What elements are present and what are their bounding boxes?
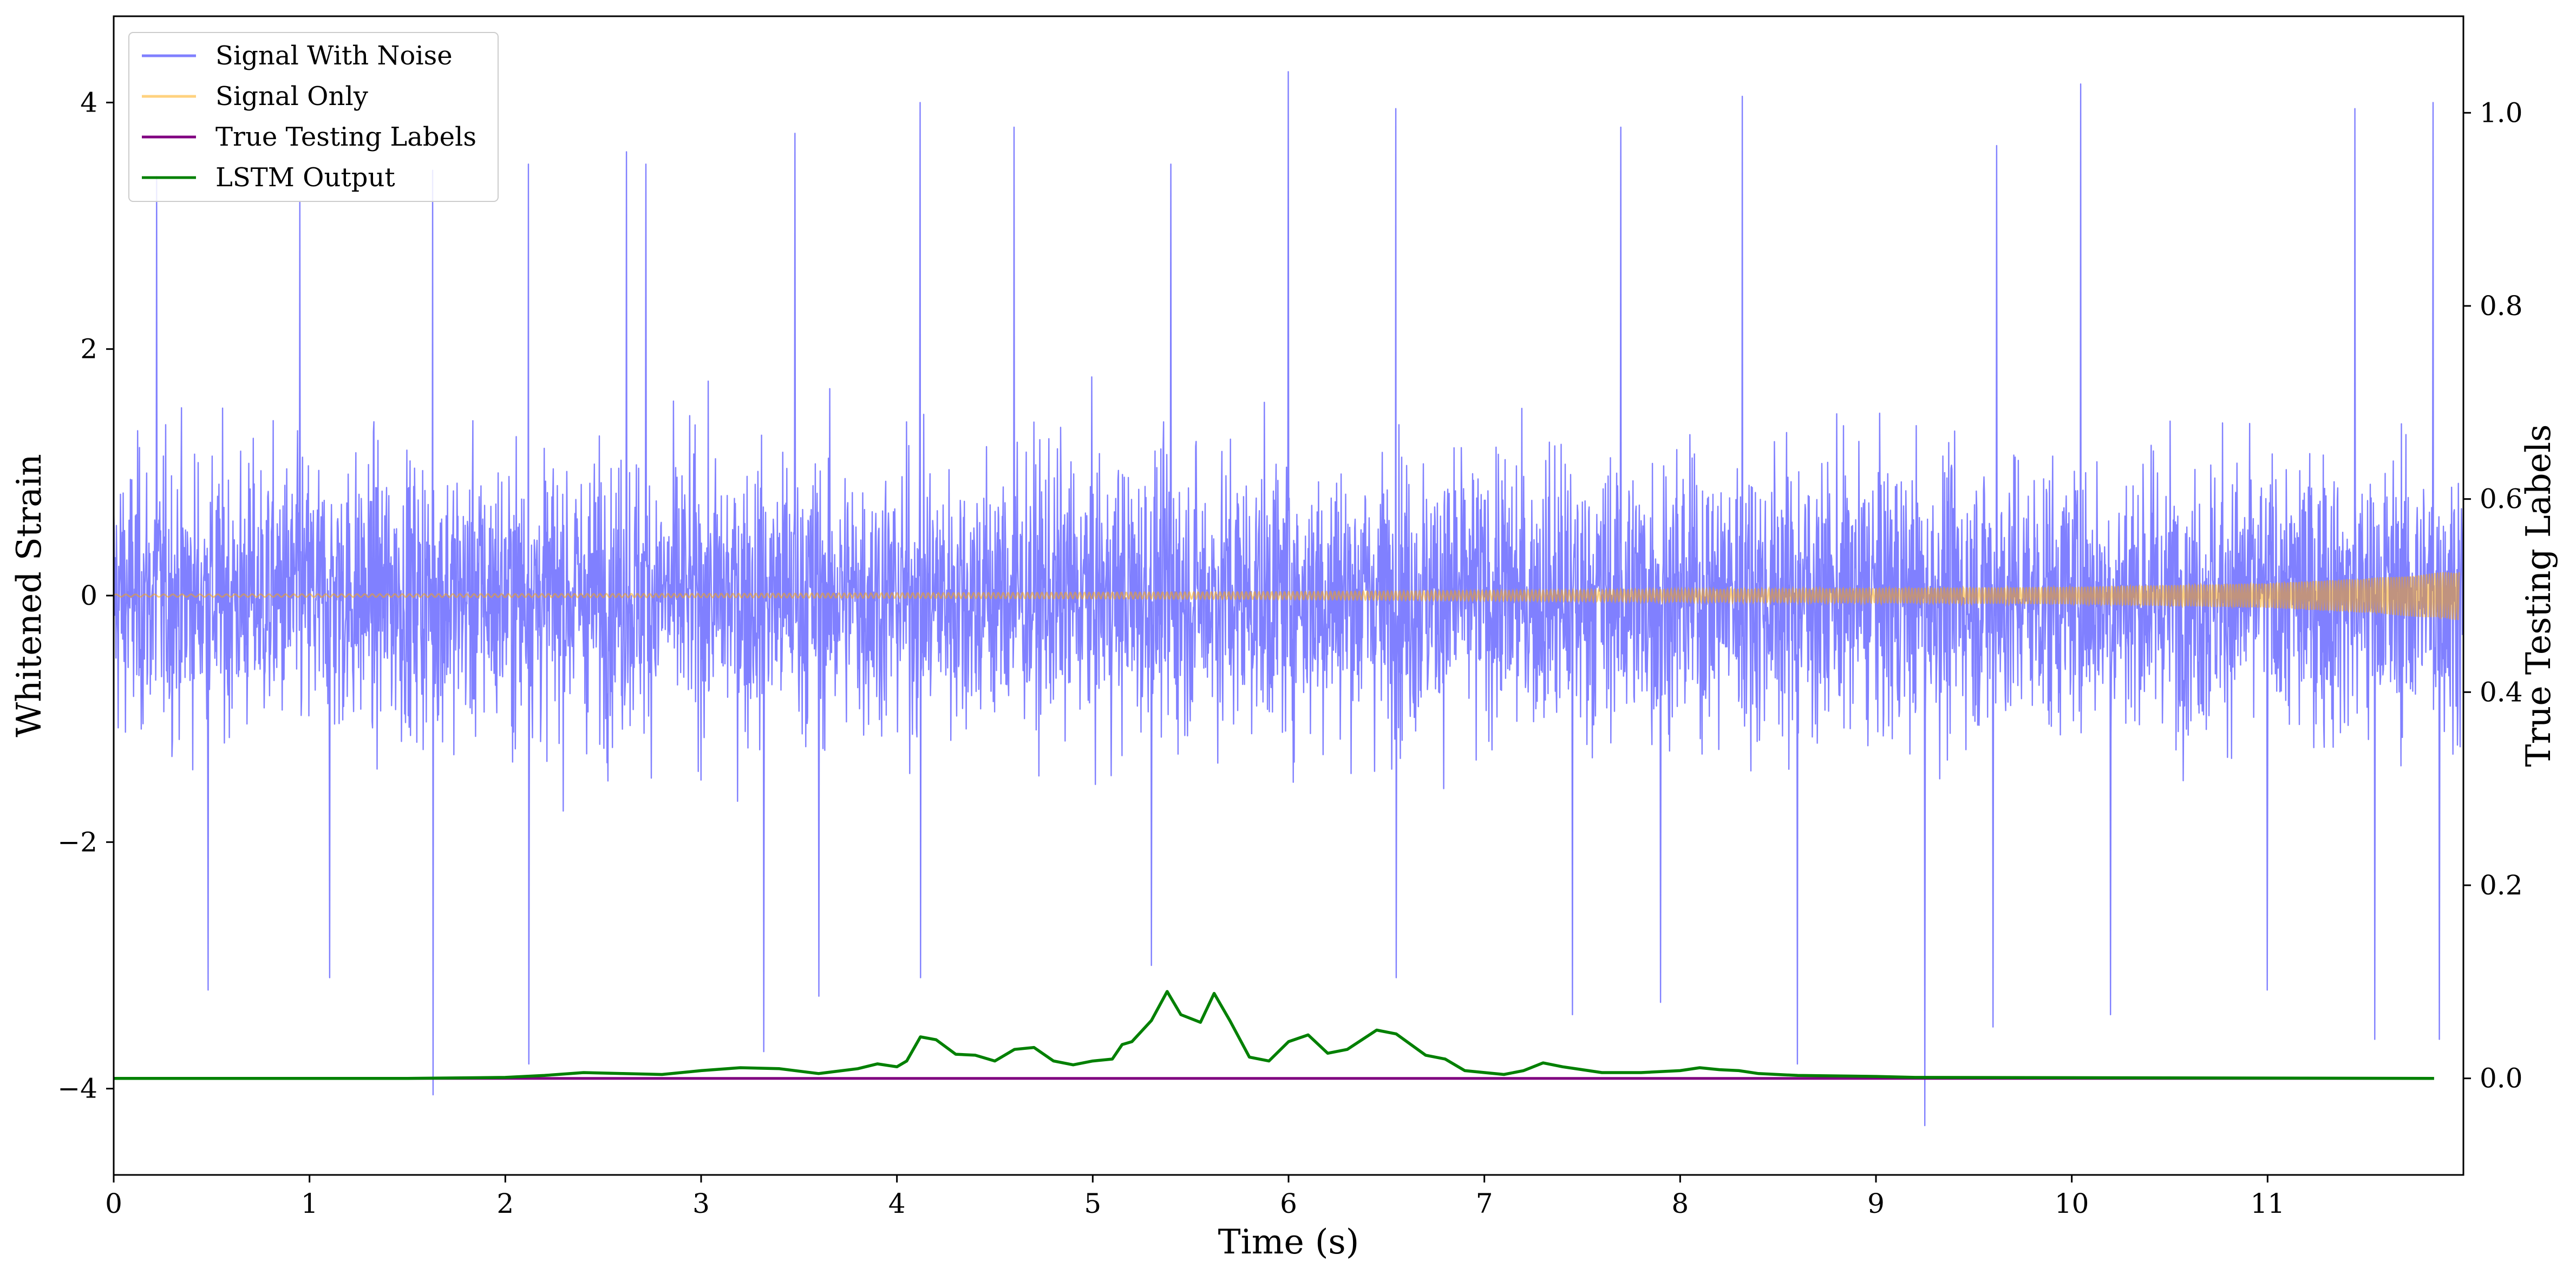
x-tick-label: 0 xyxy=(105,1188,122,1219)
y-tick-label: −4 xyxy=(57,1073,97,1105)
legend-entry-label: True Testing Labels xyxy=(215,122,476,152)
x-tick-label: 9 xyxy=(1867,1188,1885,1219)
x-tick-label: 7 xyxy=(1476,1188,1493,1219)
y2-tick-label: 0.2 xyxy=(2480,870,2523,901)
x-axis: 0 1 2 3 4 5 6 7 8 9 10 11 xyxy=(105,1175,2285,1219)
y-tick-label: 2 xyxy=(80,334,97,365)
y-tick-label: 4 xyxy=(80,87,97,118)
legend-entry-label: Signal Only xyxy=(215,81,368,112)
x-tick-label: 11 xyxy=(2251,1188,2285,1219)
legend-box xyxy=(128,32,499,202)
y2-tick-label: 0.0 xyxy=(2480,1063,2523,1094)
x-tick-label: 3 xyxy=(692,1188,710,1219)
legend: Signal With Noise Signal Only True Testing… xyxy=(128,32,499,202)
series-signal-only xyxy=(114,572,2461,620)
x-tick-label: 5 xyxy=(1084,1188,1101,1219)
y-tick-label: 0 xyxy=(80,580,97,611)
y2-tick-label: 0.8 xyxy=(2480,290,2523,322)
series-lstm-output xyxy=(114,990,2434,1080)
y-tick-label: −2 xyxy=(57,826,97,858)
y-axis-label: Whitened Strain xyxy=(9,454,49,737)
y2-tick-label: 0.4 xyxy=(2480,676,2523,708)
x-tick-label: 2 xyxy=(496,1188,514,1219)
y2-axis-label: True Testing Labels xyxy=(2519,424,2558,767)
x-tick-label: 6 xyxy=(1280,1188,1297,1219)
y2-tick-label: 0.6 xyxy=(2480,484,2523,515)
x-axis-label: Time (s) xyxy=(1218,1222,1359,1262)
x-tick-label: 10 xyxy=(2055,1188,2089,1219)
x-tick-label: 8 xyxy=(1671,1188,1689,1219)
legend-entry-label: LSTM Output xyxy=(215,162,395,193)
x-tick-label: 4 xyxy=(888,1188,906,1219)
y2-tick-label: 1.0 xyxy=(2480,97,2523,128)
legend-entry-label: Signal With Noise xyxy=(215,41,453,71)
y-axis-left: −4 −2 0 2 4 xyxy=(57,87,114,1105)
x-tick-label: 1 xyxy=(301,1188,318,1219)
y-axis-right: 0.0 0.2 0.4 0.6 0.8 1.0 xyxy=(2463,97,2523,1094)
plot-area xyxy=(114,71,2463,1127)
